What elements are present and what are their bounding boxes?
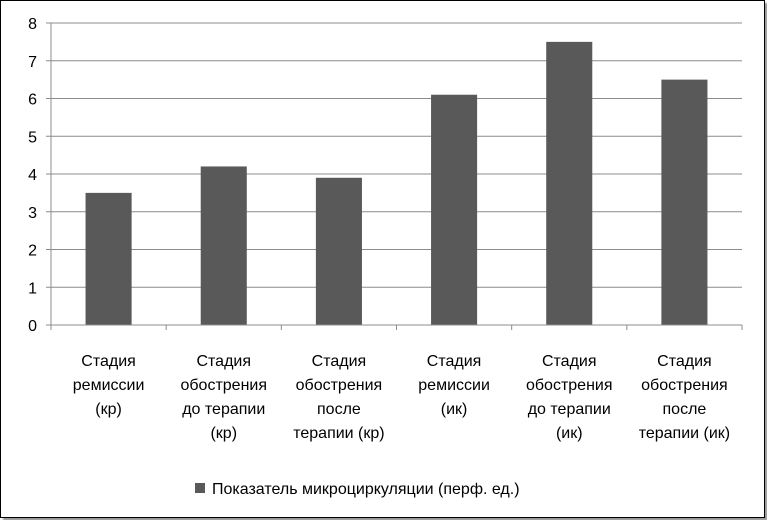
y-tick-label: 7 [28, 54, 37, 71]
x-axis: Стадия ремиссии (кр) Стадия обострения до тер… [50, 324, 743, 442]
x-tick-label: Стадия обострения до терапии (кр) [180, 353, 267, 442]
y-tick-label: 8 [28, 16, 37, 33]
y-tick-label: 6 [28, 92, 37, 109]
bar [546, 41, 593, 325]
bar [200, 166, 247, 325]
y-tick-label: 4 [28, 167, 37, 184]
legend-swatch [195, 483, 205, 493]
y-tick-label: 2 [28, 243, 37, 260]
x-tick-label: Стадия ремиссии (ик) [418, 353, 490, 418]
y-tick-label: 5 [28, 129, 37, 146]
y-tick-label: 1 [28, 280, 37, 297]
bar [85, 192, 132, 325]
y-axis: 0 1 2 3 4 5 6 7 8 [28, 16, 52, 335]
legend: Показатель микроциркуляции (перф. ед.) [195, 481, 520, 498]
x-tick-label: Стадия обострения после терапии (ик) [639, 353, 730, 442]
bar [431, 94, 478, 325]
x-tick-label: Стадия ремиссии (кр) [73, 353, 145, 418]
gridlines [51, 22, 742, 288]
x-tick-label: Стадия обострения до терапии (ик) [526, 353, 613, 442]
bar [315, 177, 362, 325]
legend-label: Показатель микроциркуляции (перф. ед.) [212, 481, 520, 498]
bar [661, 79, 708, 325]
bars [85, 41, 708, 325]
x-tick-label: Стадия обострения после терапии (кр) [293, 353, 384, 442]
y-tick-label: 3 [28, 205, 37, 222]
y-tick-label: 0 [28, 318, 37, 335]
